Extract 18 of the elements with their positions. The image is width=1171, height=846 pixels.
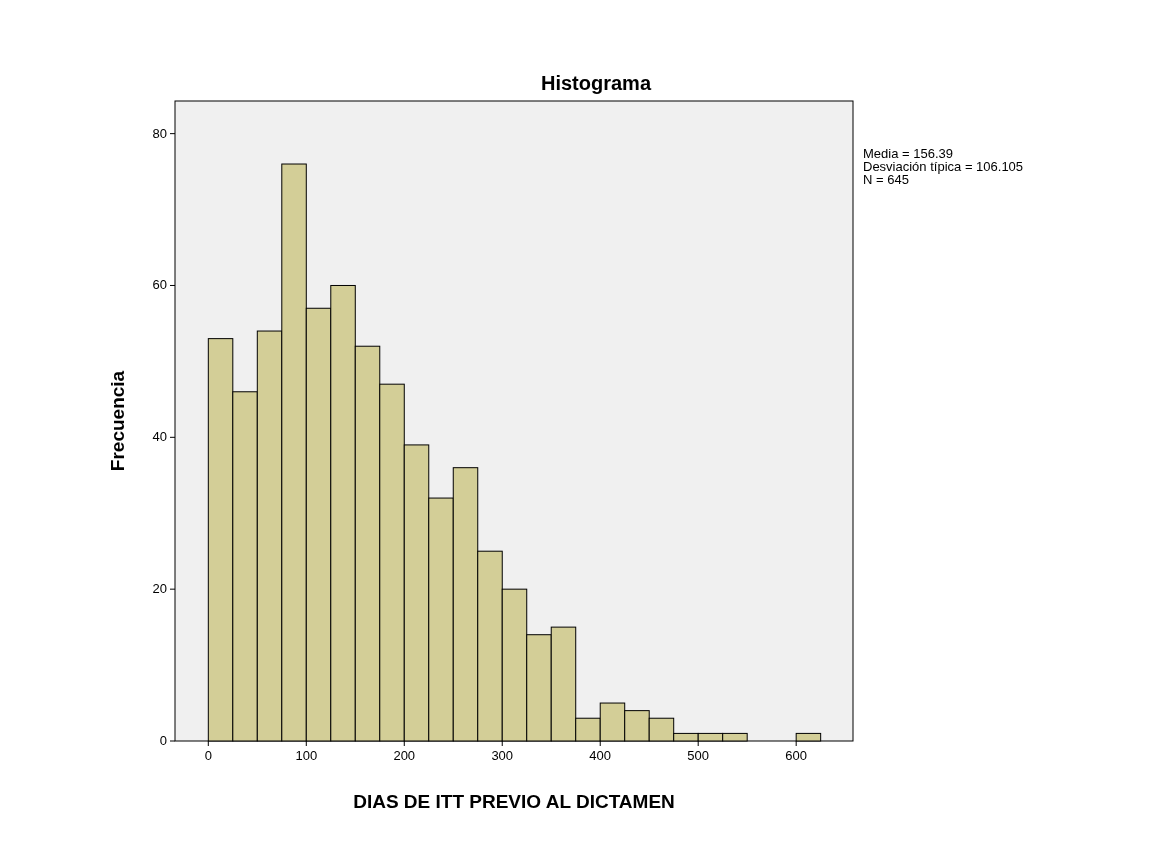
x-axis-title: DIAS DE ITT PREVIO AL DICTAMEN	[353, 791, 675, 812]
text: Media = 156.39	[863, 146, 953, 161]
y-axis-title: Frecuencia	[107, 370, 128, 472]
x-tick-label: 500	[687, 748, 710, 763]
y-tick-label: 0	[159, 733, 167, 748]
x-tick-label: 200	[393, 748, 416, 763]
text: N = 645	[863, 172, 909, 187]
y-tick-label: 40	[152, 429, 167, 445]
text: Desviación típica = 106.105	[863, 159, 1024, 174]
x-tick-label: 0	[204, 748, 212, 763]
y-tick-label: 20	[152, 581, 167, 597]
y-tick-label: 60	[152, 277, 167, 293]
x-tick-label: 400	[589, 748, 612, 763]
chart-title: Histograma	[540, 72, 652, 94]
x-tick-label: 100	[295, 748, 318, 763]
x-tick-label: 600	[785, 748, 808, 763]
y-tick-label: 80	[152, 125, 167, 141]
x-tick-label: 300	[491, 748, 514, 763]
